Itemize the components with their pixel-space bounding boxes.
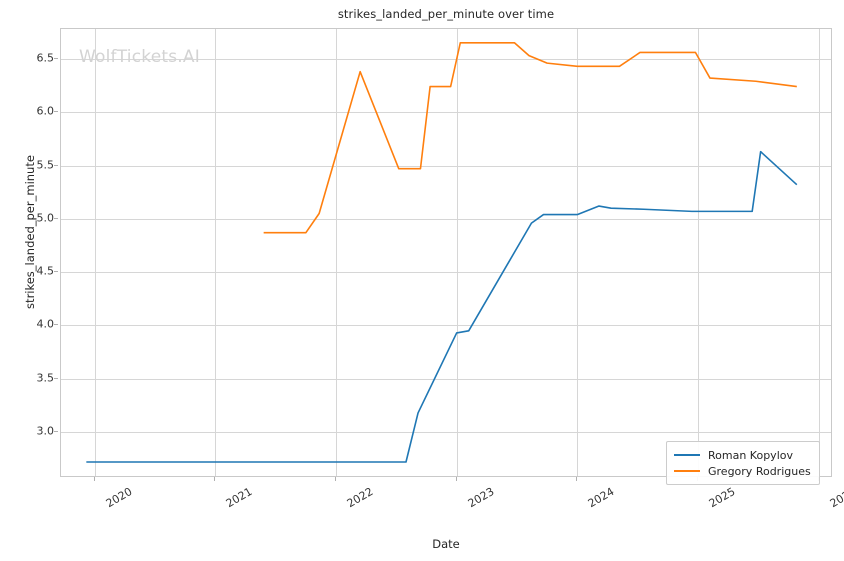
y-tick-label: 4.5	[36, 264, 55, 278]
gridline-vertical	[95, 29, 96, 476]
chart-legend[interactable]: Roman Kopylov Gregory Rodrigues	[666, 441, 820, 485]
legend-item[interactable]: Gregory Rodrigues	[674, 463, 811, 479]
legend-label: Gregory Rodrigues	[708, 464, 811, 478]
y-tick-mark	[54, 218, 58, 219]
legend-label: Roman Kopylov	[708, 448, 793, 462]
y-axis-ticks: 3.0 3.5 4.0 4.5 5.0 5.5 6.0 6.5	[0, 28, 58, 477]
gridline-vertical	[577, 29, 578, 476]
gridline-vertical	[698, 29, 699, 476]
y-tick-mark	[54, 111, 58, 112]
gridline-horizontal	[61, 272, 831, 273]
y-axis-label-host: strikes_landed_per_minute	[10, 0, 37, 309]
x-tick-mark	[576, 477, 577, 481]
x-tick-label: 2025	[706, 485, 738, 511]
y-tick-label: 5.5	[36, 158, 55, 171]
series-line	[263, 42, 797, 234]
y-tick-mark	[54, 58, 58, 59]
plot-area: WolfTickets.AI	[60, 28, 832, 477]
x-axis-ticks: 2020 2021 2022 2023 2024 2025 2026	[60, 477, 844, 537]
gridline-horizontal	[61, 432, 831, 433]
x-tick-mark	[94, 477, 95, 481]
y-tick-mark	[54, 431, 58, 432]
y-tick-mark	[54, 378, 58, 379]
y-tick-label: 6.0	[36, 104, 55, 118]
y-tick-label: 4.0	[36, 317, 55, 331]
y-tick-mark	[54, 165, 58, 166]
x-tick-label: 2024	[586, 485, 617, 511]
x-tick-label: 2022	[344, 485, 376, 511]
y-tick-label: 3.0	[36, 424, 55, 438]
chart-title: strikes_landed_per_minute over time	[337, 7, 555, 21]
series-line	[86, 150, 798, 463]
gridline-vertical	[215, 29, 216, 476]
gridline-vertical	[336, 29, 337, 476]
gridline-horizontal	[61, 379, 831, 380]
y-tick-label: 6.5	[36, 51, 55, 65]
x-tick-mark	[214, 477, 215, 481]
x-axis-label: Date	[432, 537, 460, 551]
gridline-vertical	[819, 29, 820, 476]
legend-line-swatch	[674, 454, 700, 456]
series-lines	[86, 42, 798, 463]
x-tick-label: 2026	[827, 485, 844, 511]
gridline-horizontal	[61, 325, 831, 326]
gridline-horizontal	[61, 219, 831, 220]
gridline-horizontal	[61, 166, 831, 167]
legend-item[interactable]: Roman Kopylov	[674, 447, 811, 463]
y-tick-mark	[54, 271, 58, 272]
x-tick-mark	[335, 477, 336, 481]
y-tick-label: 5.0	[36, 211, 55, 225]
y-tick-mark	[54, 324, 58, 325]
x-tick-label: 2021	[224, 485, 255, 511]
gridline-horizontal	[61, 59, 831, 60]
x-tick-label: 2023	[465, 485, 497, 511]
gridline-vertical	[457, 29, 458, 476]
x-tick-label: 2020	[103, 485, 135, 511]
y-tick-label: 3.5	[36, 371, 55, 385]
legend-line-swatch	[674, 470, 700, 472]
gridline-horizontal	[61, 112, 831, 113]
x-tick-mark	[456, 477, 457, 481]
